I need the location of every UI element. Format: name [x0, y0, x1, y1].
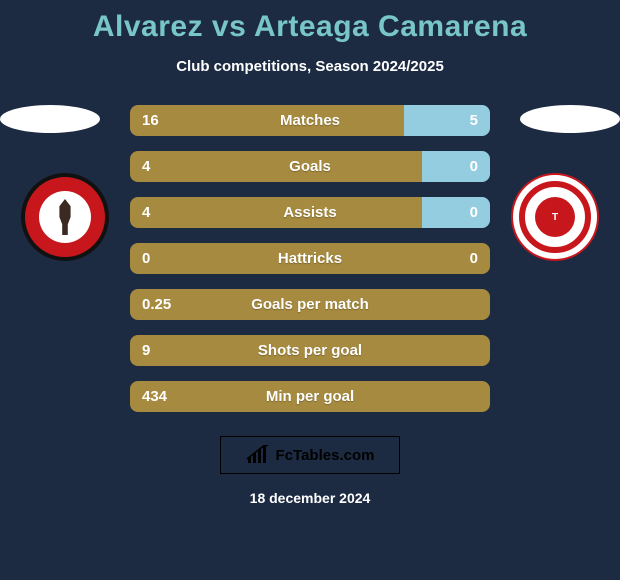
left-club-logo	[21, 173, 109, 261]
footer-brand-badge: FcTables.com	[220, 436, 400, 474]
stat-row: 0.25Goals per match	[130, 289, 490, 320]
stat-row: 40Assists	[130, 197, 490, 228]
stat-row: 40Goals	[130, 151, 490, 182]
stat-left-value: 0.25	[130, 289, 490, 320]
stat-left-value: 4	[130, 151, 422, 182]
stat-row: 9Shots per goal	[130, 335, 490, 366]
right-player-placeholder	[520, 105, 620, 133]
footer-brand-text: FcTables.com	[276, 447, 375, 464]
comparison-body: 165Matches 40Goals 40Assists 00Hattricks 0.2…	[0, 105, 620, 412]
stat-left-value: 9	[130, 335, 490, 366]
page-title: Alvarez vs Arteaga Camarena	[93, 10, 527, 44]
date-text: 18 december 2024	[250, 490, 371, 506]
stat-right-value: 0	[310, 243, 490, 274]
left-player-placeholder	[0, 105, 100, 133]
subtitle: Club competitions, Season 2024/2025	[176, 58, 444, 75]
stat-right-value: 0	[422, 151, 490, 182]
comparison-card: Alvarez vs Arteaga Camarena Club competi…	[0, 0, 620, 580]
stat-right-value: 0	[422, 197, 490, 228]
stat-row: 434Min per goal	[130, 381, 490, 412]
stat-row: 165Matches	[130, 105, 490, 136]
chart-icon	[246, 445, 270, 465]
right-club-logo: T	[511, 173, 599, 261]
stat-bars: 165Matches 40Goals 40Assists 00Hattricks 0.2…	[130, 105, 490, 412]
stat-left-value: 434	[130, 381, 490, 412]
stat-left-value: 0	[130, 243, 310, 274]
stat-left-value: 4	[130, 197, 422, 228]
stat-row: 00Hattricks	[130, 243, 490, 274]
stat-right-value: 5	[404, 105, 490, 136]
stat-left-value: 16	[130, 105, 404, 136]
right-side: T	[500, 105, 610, 261]
left-side	[10, 105, 120, 261]
